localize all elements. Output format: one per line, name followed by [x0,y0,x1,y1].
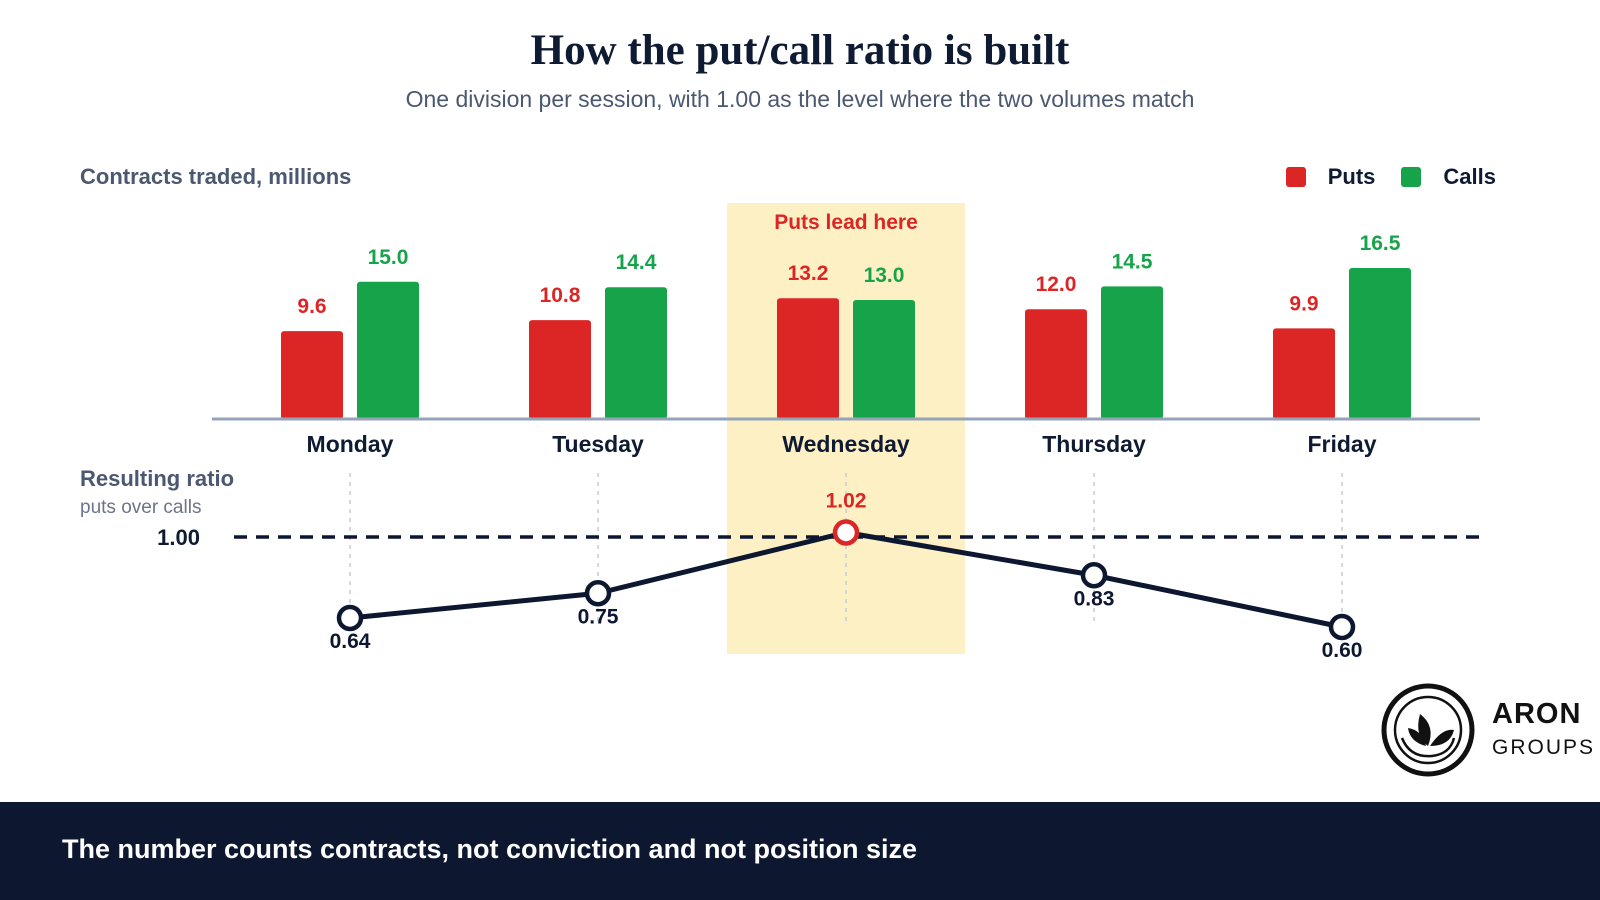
bar-puts-monday [281,331,343,419]
legend: Puts Calls [1260,164,1496,190]
legend-item-calls: Calls [1401,164,1496,190]
ratio-label-tuesday: 0.75 [578,605,619,628]
bar-puts-thursday [1025,309,1087,419]
brand-name: ARON [1492,698,1582,730]
value-label-calls-tuesday: 14.4 [616,251,657,274]
value-label-calls-friday: 16.5 [1360,232,1401,255]
ratio-label-friday: 0.60 [1322,639,1363,662]
legend-label-puts: Puts [1327,164,1376,189]
chart-canvas: Puts lead here 9.6 10.8 13.2 12.0 9.9 15.0 14.4… [157,203,1480,662]
category-label-wednesday: Wednesday [782,431,910,457]
ratio-panel-sublabel: puts over calls [80,497,202,518]
bar-calls-monday [357,281,419,419]
value-label-puts-wednesday: 13.2 [788,262,829,285]
legend-swatch-puts [1285,167,1306,187]
ratio-label-monday: 0.64 [330,630,371,653]
bar-calls-thursday [1101,286,1163,419]
highlight-label: Puts lead here [774,211,918,234]
legend-item-puts: Puts [1285,164,1376,190]
bar-panel-label: Contracts traded, millions [80,164,352,189]
brand-logo: ARON GROUPS [1380,680,1593,780]
legend-swatch-calls [1401,167,1422,187]
leaf-circle-icon [1381,683,1475,777]
bar-calls-tuesday [605,287,667,419]
value-label-calls-thursday: 14.5 [1112,250,1153,273]
bar-puts-tuesday [529,320,591,419]
reference-label: 1.00 [157,525,200,550]
ratio-point-thursday [1080,562,1108,589]
brand-subname: GROUPS [1492,736,1596,759]
ratio-point-tuesday [584,580,612,607]
bar-calls-friday [1349,268,1411,419]
chart-title: How the put/call ratio is built [530,27,1070,74]
value-label-calls-wednesday: 13.0 [864,264,905,287]
bar-calls-wednesday [853,300,915,419]
ratio-point-wednesday [832,519,860,546]
value-label-puts-thursday: 12.0 [1036,273,1077,296]
category-label-friday: Friday [1307,431,1376,457]
legend-label-calls: Calls [1443,164,1496,189]
footer-banner: The number counts contracts, not convict… [0,802,1600,900]
category-label-tuesday: Tuesday [552,431,644,457]
value-label-puts-friday: 9.9 [1289,292,1318,315]
highlight-band [727,203,965,654]
ratio-label-wednesday: 1.02 [826,490,867,513]
ratio-point-friday [1328,613,1356,641]
value-label-puts-monday: 9.6 [297,295,326,318]
ratio-panel-label: Resulting ratio [80,466,235,491]
value-label-calls-monday: 15.0 [368,246,409,269]
bar-puts-friday [1273,328,1335,419]
footer-text: The number counts contracts, not convict… [62,834,918,864]
ratio-point-monday [336,604,364,632]
category-label-monday: Monday [307,431,394,457]
bar-puts-wednesday [777,298,839,419]
ratio-label-thursday: 0.83 [1074,587,1115,610]
chart-subtitle: One division per session, with 1.00 as t… [405,86,1195,112]
value-label-puts-tuesday: 10.8 [540,284,581,307]
category-label-thursday: Thursday [1042,431,1146,457]
